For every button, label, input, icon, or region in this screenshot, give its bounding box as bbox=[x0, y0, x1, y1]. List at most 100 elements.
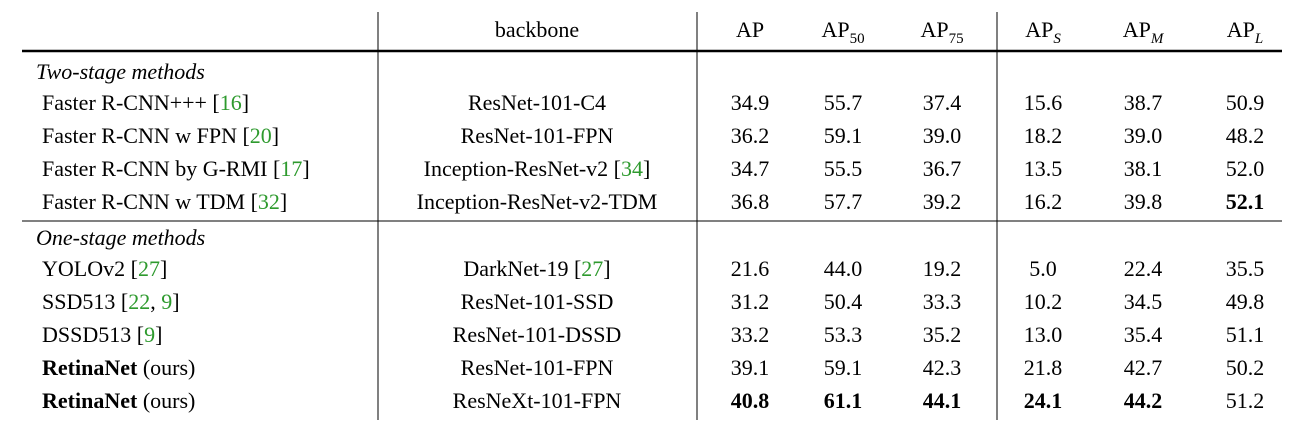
value-cell: 52.0 bbox=[1226, 156, 1265, 181]
header-cell: APM bbox=[1123, 17, 1165, 47]
cell-text: ResNet-101-FPN bbox=[461, 123, 614, 148]
value-cell: 38.7 bbox=[1124, 90, 1163, 115]
backbone-cell: ResNet-101-C4 bbox=[468, 90, 606, 115]
value-cell: 37.4 bbox=[923, 90, 962, 115]
value-cell: 33.2 bbox=[731, 322, 770, 347]
value-cell: 33.3 bbox=[923, 289, 962, 314]
citation: 16 bbox=[220, 90, 242, 115]
value-cell: 35.4 bbox=[1124, 322, 1163, 347]
value-cell: 57.7 bbox=[824, 189, 863, 214]
value-cell: 35.5 bbox=[1226, 256, 1265, 281]
value-cell: 22.4 bbox=[1124, 256, 1163, 281]
value-cell: 50.2 bbox=[1226, 355, 1265, 380]
backbone-cell: ResNet-101-SSD bbox=[461, 289, 614, 314]
method-cell: Faster R-CNN w FPN [20] bbox=[42, 123, 279, 148]
cell-text: Inception-ResNet-v2-TDM bbox=[417, 189, 658, 214]
header-cell: APL bbox=[1227, 17, 1263, 47]
value-cell: 50.4 bbox=[824, 289, 863, 314]
value-cell: 55.7 bbox=[824, 90, 863, 115]
cell-text: Faster R-CNN w FPN [ bbox=[42, 123, 250, 148]
cell-text: ] bbox=[242, 90, 249, 115]
value-cell: 44.1 bbox=[923, 388, 962, 413]
method-cell: RetinaNet (ours) bbox=[42, 355, 195, 380]
header-text: AP bbox=[736, 17, 764, 42]
cell-text: Inception-ResNet-v2 [ bbox=[424, 156, 621, 181]
value-cell: 48.2 bbox=[1226, 123, 1265, 148]
citation: 9 bbox=[161, 289, 172, 314]
cell-text: , bbox=[150, 289, 161, 314]
value-cell: 61.1 bbox=[824, 388, 863, 413]
value-cell: 44.2 bbox=[1124, 388, 1163, 413]
cell-text: Faster R-CNN by G-RMI [ bbox=[42, 156, 280, 181]
value-cell: 39.0 bbox=[1124, 123, 1163, 148]
citation: 9 bbox=[144, 322, 155, 347]
cell-text: ResNet-101-SSD bbox=[461, 289, 614, 314]
value-cell: 42.3 bbox=[923, 355, 962, 380]
cell-text: YOLOv2 [ bbox=[42, 256, 138, 281]
value-cell: 34.5 bbox=[1124, 289, 1163, 314]
value-cell: 44.0 bbox=[824, 256, 863, 281]
header-subscript: S bbox=[1053, 31, 1061, 47]
header-text: AP bbox=[1025, 17, 1053, 42]
cell-text: ] bbox=[272, 123, 279, 148]
cell-text: ] bbox=[302, 156, 309, 181]
cell-text: ] bbox=[172, 289, 179, 314]
header-subscript: 50 bbox=[850, 31, 865, 47]
header-text: AP bbox=[1123, 17, 1151, 42]
value-cell: 15.6 bbox=[1024, 90, 1063, 115]
citation: 22 bbox=[128, 289, 150, 314]
header-cell: AP bbox=[736, 17, 764, 42]
citation: 34 bbox=[621, 156, 643, 181]
method-cell: SSD513 [22, 9] bbox=[42, 289, 180, 314]
citation: 20 bbox=[250, 123, 272, 148]
method-cell: Faster R-CNN+++ [16] bbox=[42, 90, 249, 115]
method-cell: Faster R-CNN w TDM [32] bbox=[42, 189, 287, 214]
citation: 32 bbox=[258, 189, 280, 214]
value-cell: 36.2 bbox=[731, 123, 770, 148]
value-cell: 55.5 bbox=[824, 156, 863, 181]
cell-text: RetinaNet bbox=[42, 355, 138, 380]
value-cell: 39.0 bbox=[923, 123, 962, 148]
value-cell: 59.1 bbox=[824, 355, 863, 380]
value-cell: 49.8 bbox=[1226, 289, 1265, 314]
value-cell: 36.8 bbox=[731, 189, 770, 214]
backbone-cell: ResNet-101-FPN bbox=[461, 355, 614, 380]
value-cell: 51.1 bbox=[1226, 322, 1265, 347]
method-cell: YOLOv2 [27] bbox=[42, 256, 167, 281]
value-cell: 51.2 bbox=[1226, 388, 1265, 413]
citation: 27 bbox=[581, 256, 603, 281]
value-cell: 35.2 bbox=[923, 322, 962, 347]
header-cell: backbone bbox=[495, 17, 579, 42]
value-cell: 34.9 bbox=[731, 90, 770, 115]
value-cell: 39.2 bbox=[923, 189, 962, 214]
header-subscript: M bbox=[1150, 31, 1165, 47]
value-cell: 5.0 bbox=[1029, 256, 1057, 281]
value-cell: 53.3 bbox=[824, 322, 863, 347]
value-cell: 34.7 bbox=[731, 156, 770, 181]
cell-text: ResNeXt-101-FPN bbox=[453, 388, 622, 413]
backbone-cell: DarkNet-19 [27] bbox=[463, 256, 610, 281]
cell-text: Faster R-CNN w TDM [ bbox=[42, 189, 258, 214]
header-text: AP bbox=[821, 17, 849, 42]
backbone-cell: Inception-ResNet-v2 [34] bbox=[424, 156, 651, 181]
value-cell: 18.2 bbox=[1024, 123, 1063, 148]
value-cell: 50.9 bbox=[1226, 90, 1265, 115]
cell-text: Faster R-CNN+++ [ bbox=[42, 90, 220, 115]
cell-text: ] bbox=[160, 256, 167, 281]
value-cell: 19.2 bbox=[923, 256, 962, 281]
backbone-cell: ResNet-101-FPN bbox=[461, 123, 614, 148]
backbone-cell: Inception-ResNet-v2-TDM bbox=[417, 189, 658, 214]
value-cell: 36.7 bbox=[923, 156, 962, 181]
value-cell: 39.1 bbox=[731, 355, 770, 380]
cell-text: (ours) bbox=[137, 355, 195, 380]
value-cell: 10.2 bbox=[1024, 289, 1063, 314]
method-cell: RetinaNet (ours) bbox=[42, 388, 195, 413]
cell-text: DarkNet-19 [ bbox=[463, 256, 581, 281]
cell-text: ] bbox=[280, 189, 287, 214]
value-cell: 59.1 bbox=[824, 123, 863, 148]
cell-text: ] bbox=[643, 156, 650, 181]
value-cell: 38.1 bbox=[1124, 156, 1163, 181]
value-cell: 40.8 bbox=[731, 388, 770, 413]
cell-text: (ours) bbox=[137, 388, 195, 413]
